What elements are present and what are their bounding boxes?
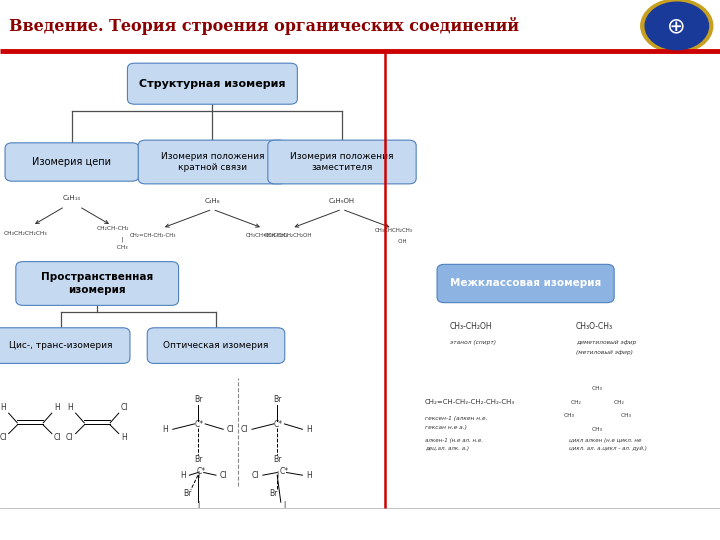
Text: Br: Br xyxy=(194,395,202,404)
Text: Изомерия цепи: Изомерия цепи xyxy=(32,157,112,167)
FancyBboxPatch shape xyxy=(0,328,130,363)
Text: |: | xyxy=(117,236,124,242)
Text: CH₃CHCH₂CH₃: CH₃CHCH₂CH₃ xyxy=(375,228,413,233)
Circle shape xyxy=(645,2,708,50)
FancyBboxPatch shape xyxy=(268,140,416,184)
Text: C₄H₁₀: C₄H₁₀ xyxy=(63,195,81,201)
Text: H: H xyxy=(163,425,168,434)
Text: Изомерия положения
заместителя: Изомерия положения заместителя xyxy=(290,152,394,172)
FancyBboxPatch shape xyxy=(138,140,287,184)
Text: Br: Br xyxy=(194,455,202,463)
Text: H: H xyxy=(307,425,312,434)
Text: CH₃: CH₃ xyxy=(563,413,575,418)
Text: Cl: Cl xyxy=(220,471,227,480)
Text: CH₂: CH₂ xyxy=(570,400,582,405)
Text: I: I xyxy=(197,502,199,510)
Text: CH₃-CH₂OH: CH₃-CH₂OH xyxy=(450,322,492,331)
Text: CH₃CH₂CH₂CH₂OH: CH₃CH₂CH₂CH₂OH xyxy=(264,233,312,238)
Text: C₄H₉OH: C₄H₉OH xyxy=(329,198,355,204)
Text: CH₃: CH₃ xyxy=(621,413,632,418)
FancyBboxPatch shape xyxy=(437,265,614,302)
Text: ⊕: ⊕ xyxy=(667,16,686,36)
Text: I: I xyxy=(276,471,279,480)
Text: H: H xyxy=(55,403,60,412)
FancyBboxPatch shape xyxy=(5,143,139,181)
Text: диметиловый эфир: диметиловый эфир xyxy=(576,340,636,346)
Text: Br: Br xyxy=(183,489,192,497)
Text: H: H xyxy=(122,433,127,442)
Text: цикл алкен (н.е цикл. не: цикл алкен (н.е цикл. не xyxy=(569,437,642,443)
Text: Cl: Cl xyxy=(121,403,128,412)
Text: Cl: Cl xyxy=(227,425,234,434)
Text: CH₃CH₂CH₂CH₃: CH₃CH₂CH₂CH₃ xyxy=(4,231,47,236)
FancyBboxPatch shape xyxy=(0,0,720,51)
Text: гексен-1 (алкен н.е.: гексен-1 (алкен н.е. xyxy=(425,416,487,421)
Text: гексан н.е а.): гексан н.е а.) xyxy=(425,425,467,430)
Text: C*: C* xyxy=(197,467,206,476)
Circle shape xyxy=(641,0,713,53)
Text: Структурная изомерия: Структурная изомерия xyxy=(139,79,286,89)
FancyBboxPatch shape xyxy=(147,328,285,363)
Text: H: H xyxy=(0,403,6,412)
FancyBboxPatch shape xyxy=(127,63,297,104)
Text: CH₃O-CH₃: CH₃O-CH₃ xyxy=(576,322,613,331)
Text: алкен-1 (н.е ал. н.е.: алкен-1 (н.е ал. н.е. xyxy=(425,437,483,443)
Text: CH₂: CH₂ xyxy=(613,400,625,405)
Text: Пространственная
изомерия: Пространственная изомерия xyxy=(41,272,153,295)
Text: Изомерия положения
кратной связи: Изомерия положения кратной связи xyxy=(161,152,264,172)
Text: Межклассовая изомерия: Межклассовая изомерия xyxy=(450,279,601,288)
Text: Оптическая изомерия: Оптическая изомерия xyxy=(163,341,269,350)
Text: I: I xyxy=(197,471,199,480)
Text: CH₂CH-CH₂: CH₂CH-CH₂ xyxy=(96,226,130,231)
Text: Cl: Cl xyxy=(252,471,259,480)
Text: C₄H₈: C₄H₈ xyxy=(204,198,220,204)
Text: этанол (спирт): этанол (спирт) xyxy=(450,340,496,346)
Text: Цис-, транс-изомерия: Цис-, транс-изомерия xyxy=(9,341,113,350)
Text: Cl: Cl xyxy=(241,425,248,434)
Text: CH₃: CH₃ xyxy=(592,386,603,391)
Text: CH₂=CH-CH₂-CH₃: CH₂=CH-CH₂-CH₃ xyxy=(130,233,176,238)
Text: CH₃: CH₃ xyxy=(592,427,603,432)
Text: Br: Br xyxy=(273,395,282,404)
Text: Введение. Теория строения органических соединений: Введение. Теория строения органических с… xyxy=(9,17,519,35)
Text: (метиловый эфир): (метиловый эфир) xyxy=(576,349,633,355)
Text: цикл. ал. а.цикл - ал. дуй.): цикл. ал. а.цикл - ал. дуй.) xyxy=(569,446,647,451)
Text: Cl: Cl xyxy=(54,433,61,442)
Text: Cl: Cl xyxy=(66,433,73,442)
Text: I: I xyxy=(283,502,286,510)
Text: дец.ал. алк. а.): дец.ал. алк. а.) xyxy=(425,446,469,451)
Text: C*: C* xyxy=(274,421,283,429)
Text: C*: C* xyxy=(195,421,204,429)
Text: Br: Br xyxy=(269,489,278,497)
Text: H: H xyxy=(67,403,73,412)
Text: H: H xyxy=(307,471,312,480)
Text: CH₃: CH₃ xyxy=(113,245,127,249)
FancyBboxPatch shape xyxy=(16,261,179,306)
Text: CH₃CH=CH-CH₃: CH₃CH=CH-CH₃ xyxy=(246,233,289,238)
Text: Cl: Cl xyxy=(0,433,6,442)
Text: CH₂=CH-CH₂-CH₂-CH₂-CH₃: CH₂=CH-CH₂-CH₂-CH₂-CH₃ xyxy=(425,399,515,406)
Text: OH: OH xyxy=(386,239,406,244)
Text: C*: C* xyxy=(280,467,289,476)
Text: H: H xyxy=(181,471,186,480)
Text: Br: Br xyxy=(273,455,282,463)
